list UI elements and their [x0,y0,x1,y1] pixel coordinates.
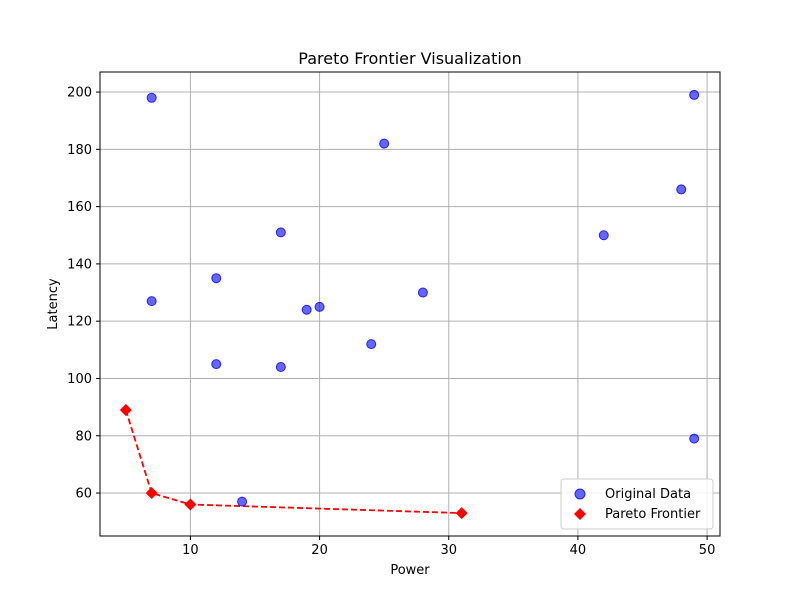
original-data-point [676,184,687,195]
original-data-point [301,304,312,315]
x-tick-label: 20 [311,543,328,558]
y-axis: 60 80 100 120 140 160 180 200 [67,86,100,502]
legend: Original Data Pareto Frontier [560,478,714,530]
original-data-point [146,296,157,307]
y-tick-label: 180 [67,143,92,158]
original-data-point [379,138,390,149]
original-data-point [689,433,700,444]
legend-label-original-data: Original Data [605,487,691,502]
pareto-frontier-line [124,409,462,514]
y-tick-label: 100 [67,372,92,387]
y-axis-label: Latency [46,278,61,330]
original-data-series [146,89,700,507]
x-axis: 10 20 30 40 50 [182,536,715,558]
x-tick-label: 30 [440,543,457,558]
plot-frame [99,71,721,537]
x-tick-label: 50 [699,543,716,558]
pareto-frontier-point [455,507,468,520]
original-data-point [314,301,325,312]
y-tick-label: 80 [75,429,92,444]
original-data-point [275,362,286,373]
original-data-point [211,359,222,370]
y-tick-label: 160 [67,200,92,215]
x-tick-label: 10 [182,543,199,558]
y-tick-label: 140 [67,257,92,272]
original-data-point [366,339,377,350]
original-data-point [275,227,286,238]
legend-marker-original-data [574,488,586,500]
pareto-frontier-point [184,498,197,511]
chart-title: Pareto Frontier Visualization [298,49,521,68]
legend-box [560,478,714,530]
pareto-frontier-point [145,487,158,500]
original-data-point [211,273,222,284]
y-tick-label: 60 [75,487,92,502]
x-axis-label: Power [390,563,430,578]
pareto-frontier-series [119,403,468,520]
original-data-point [598,230,609,241]
legend-label-pareto-frontier: Pareto Frontier [605,507,701,522]
legend-marker-pareto-frontier [574,508,586,520]
y-tick-label: 200 [67,86,92,101]
original-data-point [237,496,248,507]
y-tick-label: 120 [67,315,92,330]
original-data-point [417,287,428,298]
original-data-point [689,89,700,100]
x-tick-label: 40 [570,543,587,558]
original-data-point [146,92,157,103]
pareto-frontier-point [119,403,132,416]
